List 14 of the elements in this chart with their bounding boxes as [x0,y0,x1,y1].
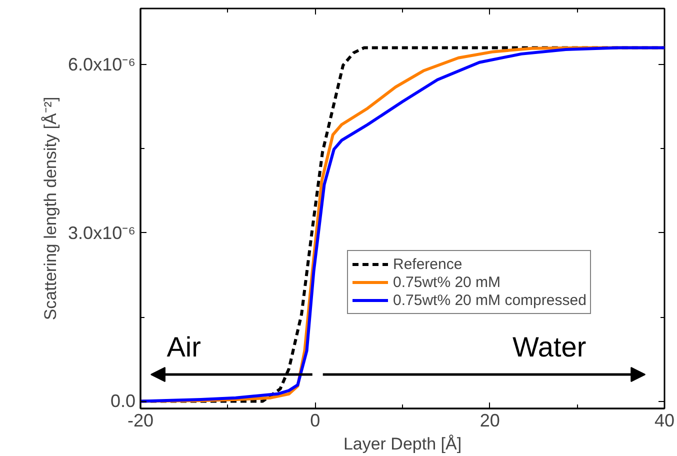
y-tick-label: 3.0x10⁻⁶ [68,222,136,243]
annotation: Water [512,332,586,362]
legend-label: 0.75wt% 20 mM compressed [393,291,586,309]
x-axis-title: Layer Depth [Å] [343,434,462,454]
legend-label: Reference [393,255,462,273]
y-tick-label: 6.0x10⁻⁶ [68,54,136,75]
y-axis-title: Scattering length density [Å⁻²] [41,96,60,320]
legend-label: 0.75wt% 20 mM [393,273,501,291]
x-tick-label: 40 [654,410,675,430]
y-tick-label: 0.0 [110,391,136,412]
annotation: Air [166,332,201,362]
x-tick-label: 20 [480,410,500,430]
x-tick-label: 0 [310,410,320,430]
x-tick-label: -20 [127,410,154,430]
